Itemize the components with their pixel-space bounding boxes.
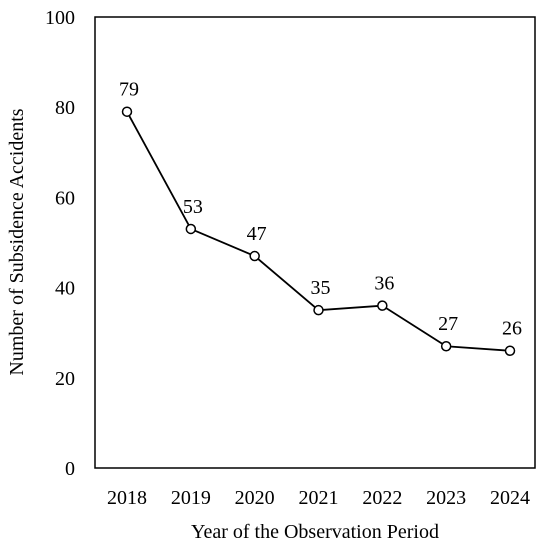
data-label: 47 — [247, 223, 267, 245]
data-label: 27 — [438, 313, 458, 335]
y-axis-label: Number of Subsidence Accidents — [6, 108, 28, 375]
data-label: 35 — [311, 277, 331, 299]
data-point — [121, 106, 133, 117]
y-tick-label: 100 — [45, 7, 75, 29]
data-point — [249, 250, 260, 262]
y-tick-label: 60 — [55, 187, 75, 209]
y-tick-label: 20 — [55, 368, 75, 390]
data-point — [440, 340, 452, 352]
data-labels: 79 53 47 35 36 27 26 — [119, 79, 522, 340]
plot-frame — [94, 16, 536, 469]
data-point — [504, 345, 516, 356]
data-label: 53 — [183, 196, 203, 218]
y-tick-label: 80 — [55, 97, 75, 119]
x-tick-label: 2020 — [235, 487, 275, 509]
x-tick-label: 2021 — [299, 487, 339, 509]
data-point — [185, 223, 197, 235]
x-tick-label: 2019 — [171, 487, 211, 509]
data-label: 79 — [119, 79, 139, 101]
x-tick-label: 2022 — [362, 487, 402, 509]
x-axis-ticks: 2018 2019 2020 2021 2022 2023 2024 — [107, 487, 530, 509]
y-tick-label: 0 — [65, 458, 75, 480]
x-tick-label: 2024 — [490, 487, 530, 509]
y-tick-label: 40 — [55, 278, 75, 300]
x-axis-label: Year of the Observation Period — [191, 521, 439, 543]
data-label: 36 — [374, 273, 394, 295]
data-point — [313, 304, 324, 316]
x-tick-label: 2023 — [426, 487, 466, 509]
y-axis-ticks: 0 20 40 60 80 100 — [45, 7, 75, 480]
data-point — [377, 300, 388, 311]
x-tick-label: 2018 — [107, 487, 147, 509]
data-points — [121, 106, 516, 356]
data-label: 26 — [502, 318, 522, 340]
